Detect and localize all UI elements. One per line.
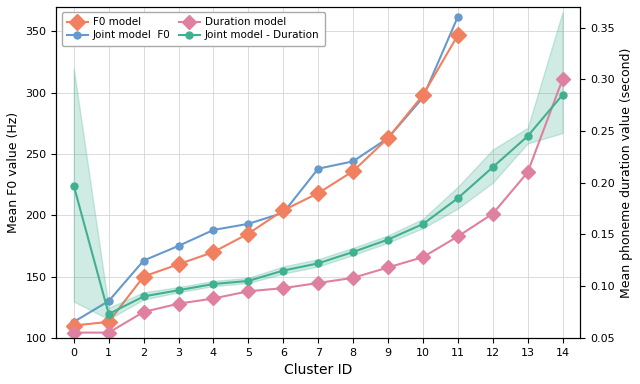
Duration model [419, 255, 427, 260]
Joint model - Duration [559, 93, 566, 97]
Joint model - Duration [349, 250, 357, 254]
Joint model - Duration [419, 222, 427, 226]
F0 model [244, 231, 252, 236]
Duration model [314, 281, 322, 285]
Duration model [454, 234, 461, 239]
Joint model - Duration [70, 184, 77, 188]
Joint model  F0 [349, 159, 357, 164]
Duration model [559, 77, 566, 82]
Joint model - Duration [140, 294, 147, 299]
Duration model [140, 310, 147, 314]
Joint model  F0 [419, 95, 427, 100]
F0 model [105, 319, 113, 324]
Duration model [280, 286, 287, 290]
Duration model [105, 330, 113, 335]
Joint model  F0 [280, 210, 287, 215]
F0 model [314, 191, 322, 195]
Duration model [70, 330, 77, 335]
X-axis label: Cluster ID: Cluster ID [284, 363, 353, 377]
Joint model - Duration [384, 237, 392, 242]
F0 model [70, 323, 77, 328]
Duration model [210, 296, 218, 301]
Joint model  F0 [244, 222, 252, 226]
Duration model [349, 275, 357, 280]
Joint model  F0 [175, 243, 182, 248]
Joint model  F0 [105, 299, 113, 303]
Joint model - Duration [175, 288, 182, 293]
Line: F0 model: F0 model [68, 30, 463, 331]
Duration model [384, 265, 392, 270]
Joint model  F0 [210, 228, 218, 232]
Line: Joint model  F0: Joint model F0 [70, 13, 461, 325]
Joint model  F0 [140, 258, 147, 263]
Duration model [244, 289, 252, 293]
Joint model  F0 [384, 136, 392, 141]
Joint model  F0 [70, 319, 77, 324]
F0 model [454, 33, 461, 37]
F0 model [280, 208, 287, 213]
Joint model - Duration [524, 134, 531, 139]
Joint model - Duration [454, 196, 461, 200]
F0 model [175, 262, 182, 266]
Duration model [524, 170, 531, 175]
Y-axis label: Mean phoneme duration value (second): Mean phoneme duration value (second) [620, 47, 633, 298]
Line: Joint model - Duration: Joint model - Duration [70, 91, 566, 318]
F0 model [349, 169, 357, 174]
Y-axis label: Mean F0 value (Hz): Mean F0 value (Hz) [7, 112, 20, 233]
Duration model [175, 301, 182, 306]
F0 model [419, 93, 427, 98]
Joint model - Duration [280, 268, 287, 273]
Joint model - Duration [105, 312, 113, 316]
Joint model  F0 [314, 166, 322, 171]
F0 model [140, 274, 147, 279]
Line: Duration model: Duration model [69, 74, 568, 338]
Joint model - Duration [314, 261, 322, 266]
F0 model [210, 250, 218, 254]
Duration model [489, 212, 497, 216]
Legend: F0 model, Joint model  F0, Duration model, Joint model - Duration: F0 model, Joint model F0, Duration model… [61, 12, 324, 46]
Joint model - Duration [244, 279, 252, 283]
Joint model  F0 [454, 15, 461, 19]
F0 model [384, 136, 392, 141]
Joint model - Duration [210, 282, 218, 286]
Joint model - Duration [489, 165, 497, 169]
